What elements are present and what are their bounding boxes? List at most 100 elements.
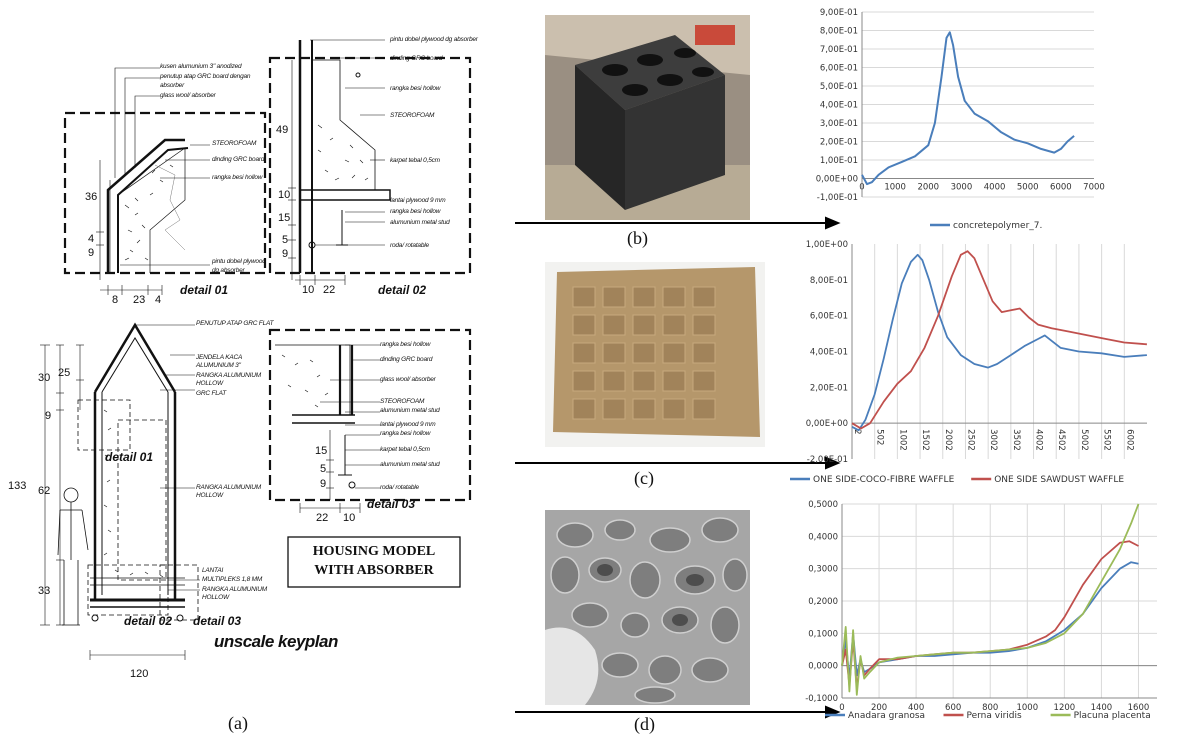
label: absorber (160, 82, 185, 89)
legend-label: concretepolymer_7. (953, 221, 1042, 231)
x-tick-label: 3002 (988, 429, 998, 451)
y-tick-label: 2,00E-01 (810, 383, 848, 393)
x-tick-label: 1000 (884, 183, 906, 193)
label: dg absorber (212, 267, 245, 274)
dimension: 9 (88, 247, 95, 259)
housing-model-line-1: HOUSING MODEL (312, 544, 436, 559)
legend-label: ONE SIDE-COCO-FIBRE WAFFLE (813, 475, 955, 485)
y-tick-label: 6,00E-01 (820, 64, 858, 74)
dimension: 36 (85, 191, 98, 203)
y-tick-label: -0,1000 (805, 694, 838, 704)
insulation-hatch-d1 (124, 164, 174, 261)
x-tick-label: 1600 (1128, 703, 1150, 713)
x-tick-label: 2502 (965, 429, 975, 451)
y-tick-label: -1,00E-01 (817, 193, 858, 203)
label: glass wool/ absorber (380, 376, 436, 383)
label: HOLLOW (196, 380, 223, 387)
series-line-2 (851, 250, 1147, 430)
dimension: 30 (38, 372, 51, 384)
label: HOLLOW (202, 594, 229, 601)
caption-c: (c) (634, 468, 654, 488)
y-tick-label: 0,3000 (808, 565, 838, 575)
legend-label: Anadara granosa (848, 711, 925, 721)
plan-detail-02-label: detail 02 (124, 614, 173, 628)
x-tick-label: 2 (852, 429, 862, 434)
label: alumunium metal stud (380, 461, 440, 468)
plan-detail-01-label: detail 01 (105, 450, 154, 464)
dimension: 133 (8, 480, 27, 492)
dimension: 10 (343, 512, 356, 524)
label: kusen alumunium 3" anodized (160, 63, 242, 70)
y-tick-label: 4,00E-01 (810, 348, 848, 358)
detail-02-title: detail 02 (378, 283, 427, 297)
dimension: 9 (282, 248, 289, 260)
x-tick-label: 2000 (917, 183, 939, 193)
label: lantai plywood 9 mm (390, 197, 446, 204)
label: pintu dobel plywood (212, 258, 266, 265)
label: RANGKA ALUMUNIUM (196, 484, 261, 491)
label: dinding GRC board (212, 156, 265, 163)
label: alumunium metal stud (380, 407, 440, 414)
dimension: 8 (112, 294, 119, 306)
x-tick-label: 1502 (920, 429, 930, 451)
y-tick-label: 8,00E-01 (820, 27, 858, 37)
label: dinding GRC board (380, 356, 433, 363)
x-tick-label: 600 (945, 703, 961, 713)
x-tick-label: 4000 (984, 183, 1006, 193)
dimension: 23 (133, 294, 146, 306)
dimension: 33 (38, 585, 51, 597)
label: HOLLOW (196, 492, 223, 499)
series-line-1 (861, 31, 1075, 186)
panel-a: kusen alumunium 3" anodized penutup atap… (0, 0, 510, 739)
human-figure (57, 487, 89, 626)
y-tick-label: 1,00E-01 (820, 156, 858, 166)
label: penutup atap GRC board dengan (160, 73, 251, 80)
dimension: 120 (130, 668, 149, 680)
photo-concrete-block (545, 15, 750, 220)
label: STEOROFOAM (212, 140, 257, 147)
label: rangka besi hollow (212, 174, 263, 181)
x-tick-label: 6000 (1050, 183, 1072, 193)
insulation-hatch-plan (103, 409, 164, 578)
series-line-3 (841, 503, 1140, 696)
chart-d: 0,5000 0,4000 0,3000 0,2000 0,1000 0,0000 -0,1… (805, 500, 1157, 721)
label: pintu dobel plywood dg absorber (390, 36, 478, 43)
y-tick-label: 0,2000 (808, 597, 838, 607)
insulation-hatch-d3 (281, 354, 329, 408)
caption-b: (b) (627, 228, 648, 248)
x-tick-label: 4002 (1034, 429, 1044, 451)
label: MULTIPLEKS 1,8 MM (202, 576, 263, 583)
dimension: 49 (276, 124, 289, 136)
dimension: 9 (45, 410, 52, 422)
plan-detail-03-label: detail 03 (193, 614, 242, 628)
x-tick-label: 3000 (951, 183, 973, 193)
waffle-grid (572, 286, 716, 420)
x-tick-label: 200 (871, 703, 887, 713)
label: STEOROFOAM (380, 398, 425, 405)
label: LANTAI (202, 567, 224, 574)
x-tick-label: 1000 (1016, 703, 1038, 713)
y-tick-label: 0,1000 (808, 629, 838, 639)
x-tick-label: 3502 (1011, 429, 1021, 451)
x-tick-label: 1400 (1091, 703, 1113, 713)
y-tick-label: 0,4000 (808, 532, 838, 542)
dimension: 5 (282, 234, 289, 246)
legend-label: ONE SIDE SAWDUST WAFFLE (994, 475, 1124, 485)
housing-model-box: HOUSING MODEL WITH ABSORBER (288, 542, 460, 580)
y-tick-label: -2,00E-01 (807, 455, 848, 465)
legend-label: Perna viridis (967, 711, 1023, 721)
label: karpet tebal 0,5cm (380, 446, 430, 453)
detail-03-title: detail 03 (367, 497, 416, 511)
x-tick-label: 1200 (1054, 703, 1076, 713)
label: rangka besi hollow (380, 430, 431, 437)
x-tick-label: 5502 (1102, 429, 1112, 451)
label: karpet tebal 0,5cm (390, 157, 440, 164)
caption-d: (d) (634, 714, 655, 734)
y-tick-label: 9,00E-01 (820, 8, 858, 18)
chart-b: 9,00E-01 8,00E-01 7,00E-01 6,00E-01 5,00E-01… (816, 8, 1105, 231)
x-tick-label: 400 (908, 703, 924, 713)
x-tick-label: 4502 (1056, 429, 1066, 451)
y-tick-label: 0,5000 (808, 500, 838, 510)
label: PENUTUP ATAP GRC FLAT (196, 320, 274, 327)
label: JENDELA KACA (196, 354, 243, 361)
